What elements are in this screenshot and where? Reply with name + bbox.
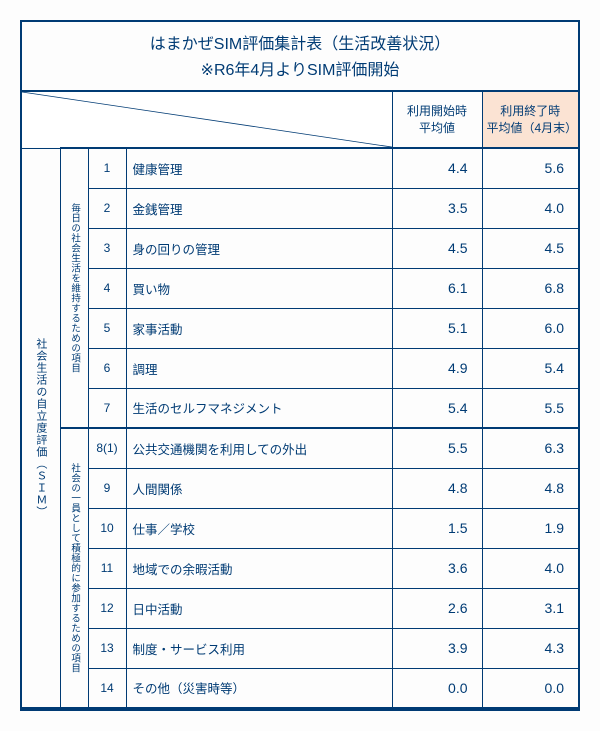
value-start: 5.4	[392, 388, 482, 428]
table-row: 6 調理 4.9 5.4	[22, 348, 578, 388]
table-row: 社会の一員として積極的に参加するための項目 8(1) 公共交通機関を利用しての外…	[22, 428, 578, 468]
row-number: 6	[88, 348, 126, 388]
item-name: 日中活動	[126, 588, 392, 628]
item-name: 金銭管理	[126, 188, 392, 228]
value-end: 4.0	[482, 548, 578, 588]
item-name: 生活のセルフマネジメント	[126, 388, 392, 428]
value-start: 2.6	[392, 588, 482, 628]
table-row: 社会生活の自立度評価（ＳＩＭ） 毎日の社会生活を維持するための項目 1 健康管理…	[22, 148, 578, 188]
group-label-2: 社会の一員として積極的に参加するための項目	[60, 428, 88, 708]
table-row: 7 生活のセルフマネジメント 5.4 5.5	[22, 388, 578, 428]
row-number: 7	[88, 388, 126, 428]
table-row: 3 身の回りの管理 4.5 4.5	[22, 228, 578, 268]
col-header-end: 利用終了時 平均値（4月末）	[482, 92, 578, 148]
table-row: 4 買い物 6.1 6.8	[22, 268, 578, 308]
value-end: 0.0	[482, 668, 578, 708]
value-end: 6.0	[482, 308, 578, 348]
value-start: 4.9	[392, 348, 482, 388]
value-start: 4.8	[392, 468, 482, 508]
value-end: 6.8	[482, 268, 578, 308]
item-name: 身の回りの管理	[126, 228, 392, 268]
side-label: 社会生活の自立度評価（ＳＩＭ）	[22, 148, 60, 708]
table-header-row: 利用開始時 平均値 利用終了時 平均値（4月末）	[22, 92, 578, 148]
value-end: 4.3	[482, 628, 578, 668]
value-start: 5.5	[392, 428, 482, 468]
evaluation-table-container: はまかぜSIM評価集計表（生活改善状況） ※R6年4月よりSIM評価開始 利用開…	[20, 20, 580, 711]
value-start: 6.1	[392, 268, 482, 308]
value-start: 3.9	[392, 628, 482, 668]
value-start: 3.5	[392, 188, 482, 228]
item-name: 制度・サービス利用	[126, 628, 392, 668]
row-number: 13	[88, 628, 126, 668]
value-end: 5.5	[482, 388, 578, 428]
table-row: 14 その他（災害時等） 0.0 0.0	[22, 668, 578, 708]
row-number: 14	[88, 668, 126, 708]
row-number: 2	[88, 188, 126, 228]
table-row: 2 金銭管理 3.5 4.0	[22, 188, 578, 228]
value-end: 4.0	[482, 188, 578, 228]
col-header-start: 利用開始時 平均値	[392, 92, 482, 148]
table-row: 5 家事活動 5.1 6.0	[22, 308, 578, 348]
value-end: 3.1	[482, 588, 578, 628]
value-start: 4.4	[392, 148, 482, 188]
row-number: 12	[88, 588, 126, 628]
table-row: 11 地域での余暇活動 3.6 4.0	[22, 548, 578, 588]
table-row: 9 人間関係 4.8 4.8	[22, 468, 578, 508]
title-line-1: はまかぜSIM評価集計表（生活改善状況）	[22, 30, 578, 54]
title-line-2: ※R6年4月よりSIM評価開始	[22, 56, 578, 80]
item-name: 健康管理	[126, 148, 392, 188]
sim-evaluation-table: 利用開始時 平均値 利用終了時 平均値（4月末） 社会生活の自立度評価（ＳＩＭ）…	[22, 92, 578, 709]
value-start: 0.0	[392, 668, 482, 708]
diagonal-header-cell	[22, 92, 392, 148]
value-start: 5.1	[392, 308, 482, 348]
row-number: 1	[88, 148, 126, 188]
table-row: 12 日中活動 2.6 3.1	[22, 588, 578, 628]
item-name: 仕事／学校	[126, 508, 392, 548]
row-number: 11	[88, 548, 126, 588]
group-label-1: 毎日の社会生活を維持するための項目	[60, 148, 88, 428]
row-number: 9	[88, 468, 126, 508]
value-end: 5.6	[482, 148, 578, 188]
value-end: 4.8	[482, 468, 578, 508]
row-number: 10	[88, 508, 126, 548]
item-name: 人間関係	[126, 468, 392, 508]
value-end: 5.4	[482, 348, 578, 388]
item-name: 家事活動	[126, 308, 392, 348]
value-start: 1.5	[392, 508, 482, 548]
title-block: はまかぜSIM評価集計表（生活改善状況） ※R6年4月よりSIM評価開始	[22, 22, 578, 92]
value-end: 6.3	[482, 428, 578, 468]
item-name: 調理	[126, 348, 392, 388]
item-name: その他（災害時等）	[126, 668, 392, 708]
value-end: 4.5	[482, 228, 578, 268]
value-end: 1.9	[482, 508, 578, 548]
item-name: 公共交通機関を利用しての外出	[126, 428, 392, 468]
row-number: 4	[88, 268, 126, 308]
table-row: 13 制度・サービス利用 3.9 4.3	[22, 628, 578, 668]
item-name: 地域での余暇活動	[126, 548, 392, 588]
table-row: 10 仕事／学校 1.5 1.9	[22, 508, 578, 548]
row-number: 8(1)	[88, 428, 126, 468]
row-number: 3	[88, 228, 126, 268]
value-start: 4.5	[392, 228, 482, 268]
row-number: 5	[88, 308, 126, 348]
value-start: 3.6	[392, 548, 482, 588]
item-name: 買い物	[126, 268, 392, 308]
